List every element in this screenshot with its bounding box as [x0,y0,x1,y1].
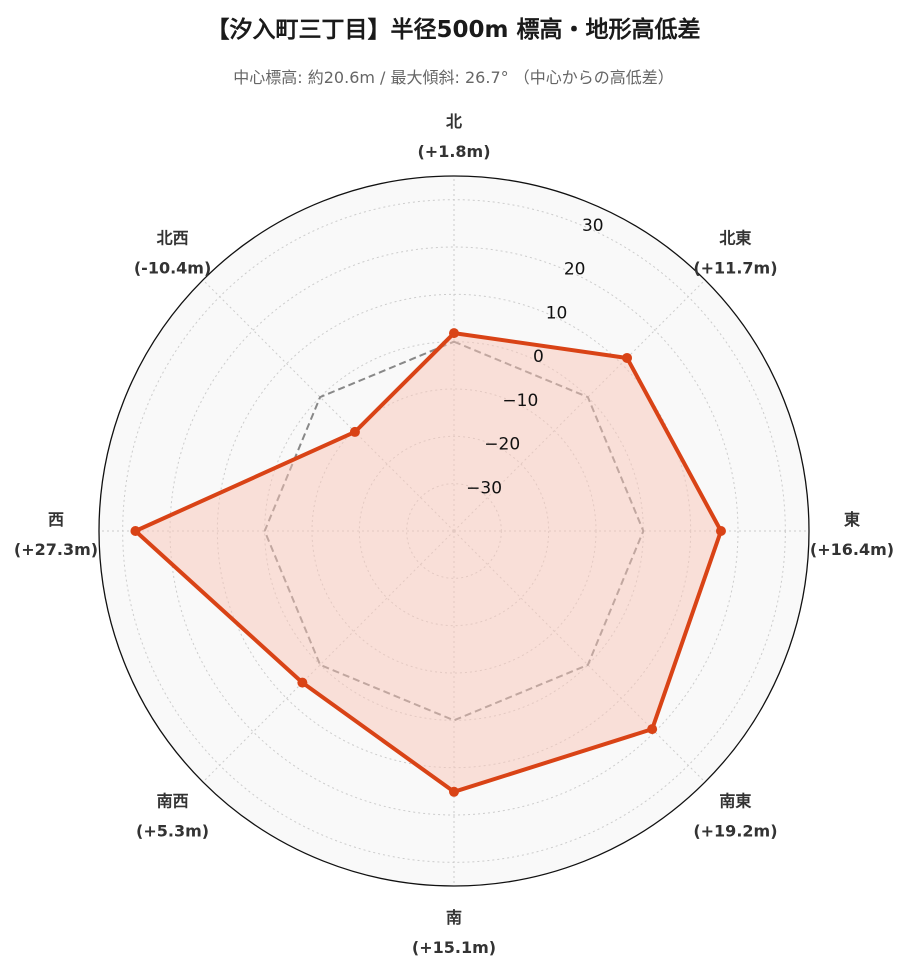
direction-value-label: (+5.3m) [136,821,209,840]
direction-label: 北 [446,112,462,131]
direction-value-label: (+27.3m) [14,540,98,559]
direction-label: 北西 [157,229,189,248]
grid-spoke [202,530,455,783]
data-point-1 [622,352,633,363]
data-point-5 [297,677,308,688]
direction-value-label: (+15.1m) [412,938,496,957]
outer-frame [98,175,810,887]
data-point-0 [449,328,459,339]
data-point-3 [647,724,658,735]
grid-spoke [453,279,706,532]
tick-label: 10 [546,303,568,323]
direction-label: 北東 [719,229,751,248]
direction-label: 南西 [157,791,189,810]
direction-labels: 北 (+1.8m) 北東 (+11.7m) 東 (+16.4m) 南東 (+19.2m) 南 (+… [14,112,894,957]
direction-label: 東 [844,510,860,529]
direction-value-label: (+11.7m) [693,259,777,278]
direction-value-label: (+19.2m) [693,821,777,840]
tick-labels: −30 −20 −10 0 10 20 30 [466,216,603,498]
tick-label: 20 [564,260,586,280]
tick-label: −30 [466,478,502,498]
data-point-6 [130,526,141,536]
data-point-2 [715,526,726,536]
tick-label: 30 [582,216,604,236]
direction-label: 西 [48,510,64,529]
direction-value-label: (+1.8m) [417,142,490,161]
data-point-4 [449,786,459,797]
series-area [135,333,721,792]
grid-spoke [453,530,706,783]
tick-label: 0 [533,347,544,367]
series-points [130,328,726,797]
direction-label: 南東 [719,791,751,810]
direction-value-label: (+16.4m) [810,540,894,559]
chart-subtitle: 中心標高: 約20.6m / 最大傾斜: 26.7° （中心からの高低差） [233,68,674,87]
data-point-7 [349,426,360,437]
direction-label: 南 [446,908,462,927]
direction-value-label: (-10.4m) [134,259,211,278]
tick-label: −20 [484,435,520,455]
chart-title: 【汐入町三丁目】半径500m 標高・地形高低差 [206,17,701,43]
tick-label: −10 [502,391,538,411]
grid-spoke [202,279,455,532]
